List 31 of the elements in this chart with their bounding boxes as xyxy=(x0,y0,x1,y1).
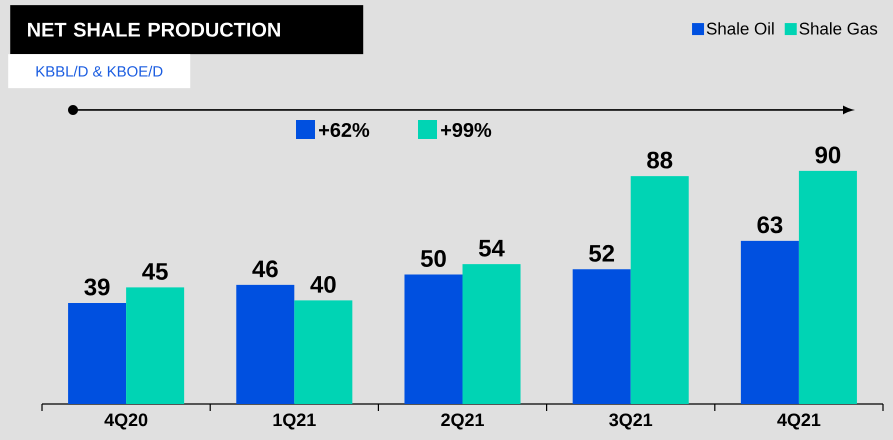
data-label: 52 xyxy=(589,244,614,262)
data-label: 90 xyxy=(815,146,840,164)
data-label: 54 xyxy=(478,240,505,257)
text: +62% xyxy=(319,122,370,138)
chart-title: NET SHALE PRODUCTION xyxy=(28,22,280,37)
x-tick-label: 4Q21 xyxy=(777,413,820,430)
legend-label: Shale Oil xyxy=(706,22,774,35)
bar xyxy=(462,264,521,404)
bar xyxy=(798,170,857,404)
x-tick-label: 4Q20 xyxy=(104,413,148,430)
data-label: 45 xyxy=(142,263,168,280)
data-label: 50 xyxy=(420,250,446,267)
x-tick-label: 2Q21 xyxy=(441,413,484,430)
legend-label: Shale Gas xyxy=(800,22,878,35)
data-label: 88 xyxy=(647,152,672,169)
data-label: 46 xyxy=(252,260,278,278)
bar xyxy=(740,240,799,404)
data-label: 39 xyxy=(84,278,110,296)
chart-subtitle: KBBL/D & KBOE/D xyxy=(36,66,162,77)
data-label: 40 xyxy=(310,276,336,293)
bar xyxy=(572,269,631,404)
x-tick-label: 3Q21 xyxy=(609,413,652,430)
data-label: 63 xyxy=(757,216,782,234)
bar xyxy=(236,284,294,404)
text: +99% xyxy=(441,122,492,138)
bar xyxy=(630,176,689,404)
x-tick-label: 1Q21 xyxy=(274,413,316,430)
bar xyxy=(294,300,352,404)
bar xyxy=(404,274,463,404)
bar xyxy=(126,287,184,404)
bar xyxy=(68,302,126,404)
